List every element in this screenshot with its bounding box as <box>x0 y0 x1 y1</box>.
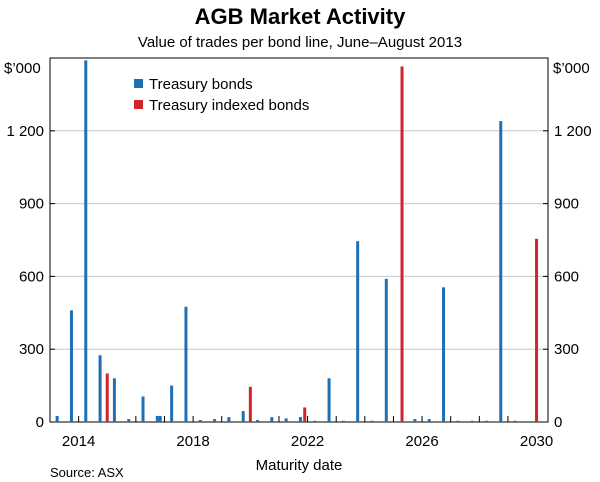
bar-treasury-bonds <box>442 287 446 422</box>
bar-treasury-bonds <box>98 355 102 422</box>
legend-swatch-treasury-indexed-bonds <box>134 100 143 109</box>
bar-treasury-bonds <box>170 385 174 422</box>
bar-treasury-indexed-bonds <box>105 373 109 422</box>
y-ticks-right: 0 300 600 900 1 200 <box>543 123 592 431</box>
y-tick-label-right: 300 <box>554 341 579 358</box>
bar-treasury-bonds <box>470 420 474 422</box>
bar-treasury-bonds <box>370 420 374 422</box>
y-unit-left: $’000 <box>4 60 41 77</box>
y-ticks-left: 0 300 600 900 1 200 <box>6 123 55 431</box>
bar-treasury-bonds <box>413 419 417 422</box>
y-tick-label-right: 900 <box>554 196 579 213</box>
x-axis-title: Maturity date <box>256 457 343 474</box>
bar-treasury-bonds <box>155 415 159 422</box>
bar-treasury-bonds <box>158 415 162 422</box>
bar-treasury-bonds <box>327 378 331 422</box>
x-tick-label: 2018 <box>176 433 209 450</box>
bar-treasury-bonds <box>427 419 431 422</box>
bar-treasury-bonds <box>184 306 188 422</box>
x-tick-label: 2030 <box>520 433 553 450</box>
bar-treasury-bonds <box>198 420 202 422</box>
y-tick-label-right: 1 200 <box>554 123 592 140</box>
bar-treasury-bonds <box>284 418 288 422</box>
bar-treasury-bonds <box>270 417 274 422</box>
chart-title: AGB Market Activity <box>195 4 406 29</box>
bar-treasury-indexed-bonds <box>248 386 252 422</box>
y-unit-right: $’000 <box>553 60 590 77</box>
bar-treasury-bonds <box>341 420 345 422</box>
y-tick-label-right: 600 <box>554 268 579 285</box>
bar-treasury-indexed-bonds <box>303 407 307 422</box>
x-tick-label: 2022 <box>291 433 324 450</box>
bar-treasury-bonds <box>384 278 388 422</box>
grid-lines <box>50 130 548 350</box>
bar-treasury-bonds <box>356 241 360 422</box>
y-tick-label-left: 300 <box>19 341 44 358</box>
x-tick-label: 2014 <box>62 433 95 450</box>
bar-treasury-bonds <box>313 420 317 422</box>
bar-treasury-indexed-bonds <box>535 238 539 422</box>
bars <box>55 60 539 423</box>
x-tick-label: 2026 <box>405 433 438 450</box>
bar-treasury-bonds <box>499 121 503 423</box>
y-tick-label-left: 1 200 <box>6 123 44 140</box>
bar-treasury-bonds <box>55 415 59 422</box>
bar-treasury-bonds <box>241 411 245 422</box>
source-note: Source: ASX <box>50 465 124 480</box>
bar-treasury-bonds <box>112 378 116 422</box>
y-tick-label-left: 600 <box>19 268 44 285</box>
bar-treasury-bonds <box>69 310 73 422</box>
legend-label-treasury-indexed-bonds: Treasury indexed bonds <box>149 97 309 114</box>
bar-treasury-bonds <box>513 420 517 422</box>
bar-treasury-bonds <box>141 396 145 422</box>
bar-treasury-bonds <box>256 420 259 422</box>
legend: Treasury bonds Treasury indexed bonds <box>134 76 309 114</box>
bar-treasury-bonds <box>127 419 131 422</box>
legend-label-treasury-bonds: Treasury bonds <box>149 76 253 93</box>
y-tick-label-right: 0 <box>554 414 562 431</box>
bar-treasury-bonds <box>298 417 302 422</box>
y-tick-label-left: 0 <box>36 414 44 431</box>
bar-treasury-bonds <box>484 420 488 422</box>
bar-treasury-bonds <box>227 417 231 422</box>
bar-treasury-bonds <box>84 60 88 422</box>
legend-swatch-treasury-bonds <box>134 79 143 88</box>
y-tick-label-left: 900 <box>19 196 44 213</box>
bar-treasury-bonds <box>456 420 460 422</box>
bar-treasury-bonds <box>213 419 217 422</box>
bar-treasury-indexed-bonds <box>400 66 404 422</box>
chart-subtitle: Value of trades per bond line, June–Augu… <box>138 34 462 51</box>
